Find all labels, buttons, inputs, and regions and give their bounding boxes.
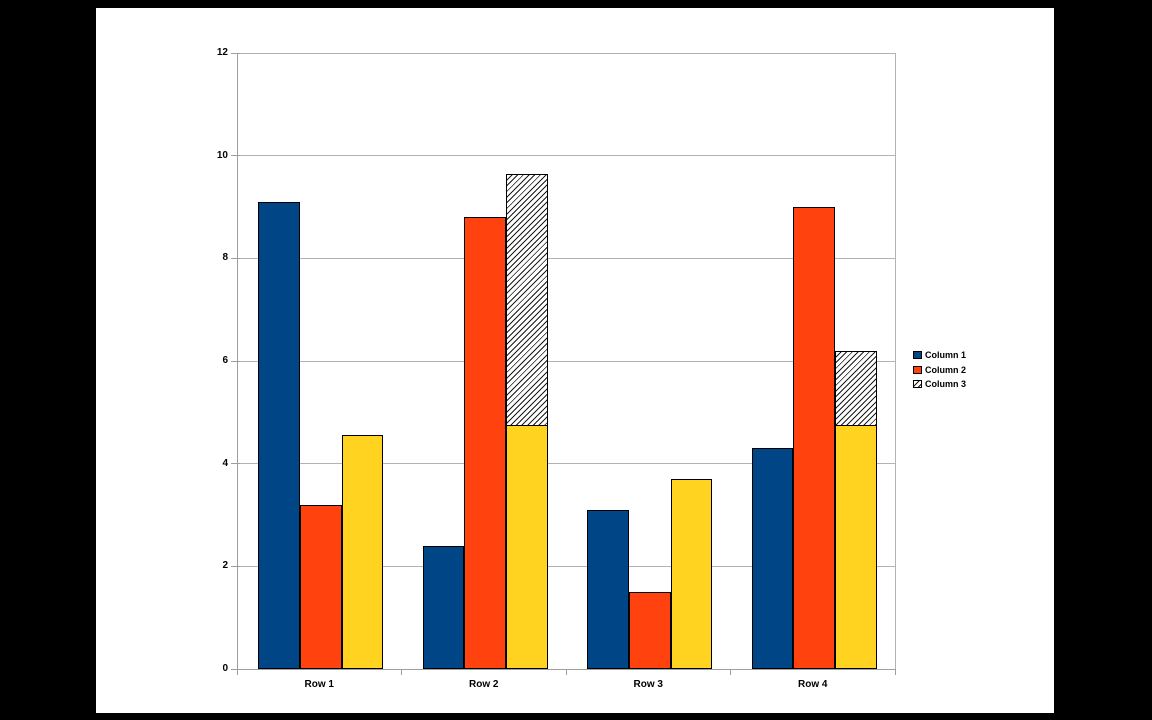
y-axis-tick — [231, 360, 240, 362]
bar-column2-row2 — [464, 217, 506, 669]
gridline — [237, 360, 895, 362]
bar-hatch-segment-column3-row2 — [507, 174, 547, 427]
x-axis-line — [237, 668, 896, 670]
x-axis-tick — [401, 669, 402, 675]
letterbox-right — [1054, 0, 1152, 720]
y-axis-tick — [231, 52, 240, 54]
legend-item-column-3: Column 3 — [913, 377, 966, 392]
legend-label-column-1: Column 1 — [925, 350, 967, 361]
y-axis-tick — [231, 668, 240, 670]
x-axis-tick — [894, 669, 896, 675]
bar-column2-row3 — [628, 592, 671, 669]
x-category-label: Row 1 — [304, 679, 334, 690]
bar-column1-row1 — [258, 201, 300, 669]
x-category-label: Row 2 — [469, 679, 499, 690]
bar-column1-row2 — [422, 545, 465, 669]
bar-column3-row1 — [341, 435, 384, 669]
y-tick-label: 8 — [222, 252, 228, 264]
plot-right-border — [895, 53, 896, 669]
y-tick-label: 4 — [222, 457, 228, 469]
legend-label-column-2: Column 2 — [925, 364, 967, 375]
bar-column1-row4 — [751, 448, 794, 669]
legend-swatch-column-2-icon — [913, 365, 922, 374]
y-tick-label: 6 — [222, 355, 228, 366]
y-tick-label: 2 — [222, 560, 228, 572]
bar-column2-row4 — [793, 207, 835, 669]
legend-swatch-column-3-icon — [913, 380, 922, 389]
letterbox-left — [0, 0, 96, 720]
gridline — [237, 257, 895, 259]
x-axis-tick — [565, 669, 567, 675]
bar-column3-row2 — [506, 173, 548, 669]
letterbox-bottom — [0, 713, 1152, 720]
bar-column3-row3 — [670, 479, 713, 669]
y-axis-tick — [231, 565, 240, 567]
legend-swatch-column-1-icon — [913, 351, 922, 360]
bar-hatch-segment-column3-row4 — [836, 351, 876, 427]
legend-label-column-3: Column 3 — [925, 379, 967, 390]
y-axis-tick — [231, 155, 240, 157]
bar-column2-row1 — [299, 504, 342, 669]
legend-item-column-1: Column 1 — [913, 348, 966, 363]
x-axis-tick — [236, 669, 238, 675]
bar-column1-row3 — [587, 509, 629, 669]
gridline — [237, 565, 895, 567]
x-axis-tick — [730, 669, 731, 675]
x-category-label: Row 4 — [798, 679, 828, 690]
gridline — [237, 463, 895, 465]
x-category-label: Row 3 — [633, 679, 663, 690]
legend-item-column-2: Column 2 — [913, 363, 966, 378]
letterbox-top — [0, 0, 1152, 8]
y-tick-label: 0 — [222, 663, 228, 674]
bar-column3-row4 — [835, 350, 877, 669]
gridline — [237, 155, 895, 157]
gridline — [237, 52, 895, 54]
y-axis-line — [237, 53, 238, 670]
y-axis-tick — [231, 463, 240, 465]
legend: Column 1 Column 2 Column 3 — [913, 348, 966, 392]
y-tick-label: 10 — [216, 149, 228, 161]
y-axis-tick — [231, 257, 240, 259]
y-tick-label: 12 — [216, 47, 228, 58]
